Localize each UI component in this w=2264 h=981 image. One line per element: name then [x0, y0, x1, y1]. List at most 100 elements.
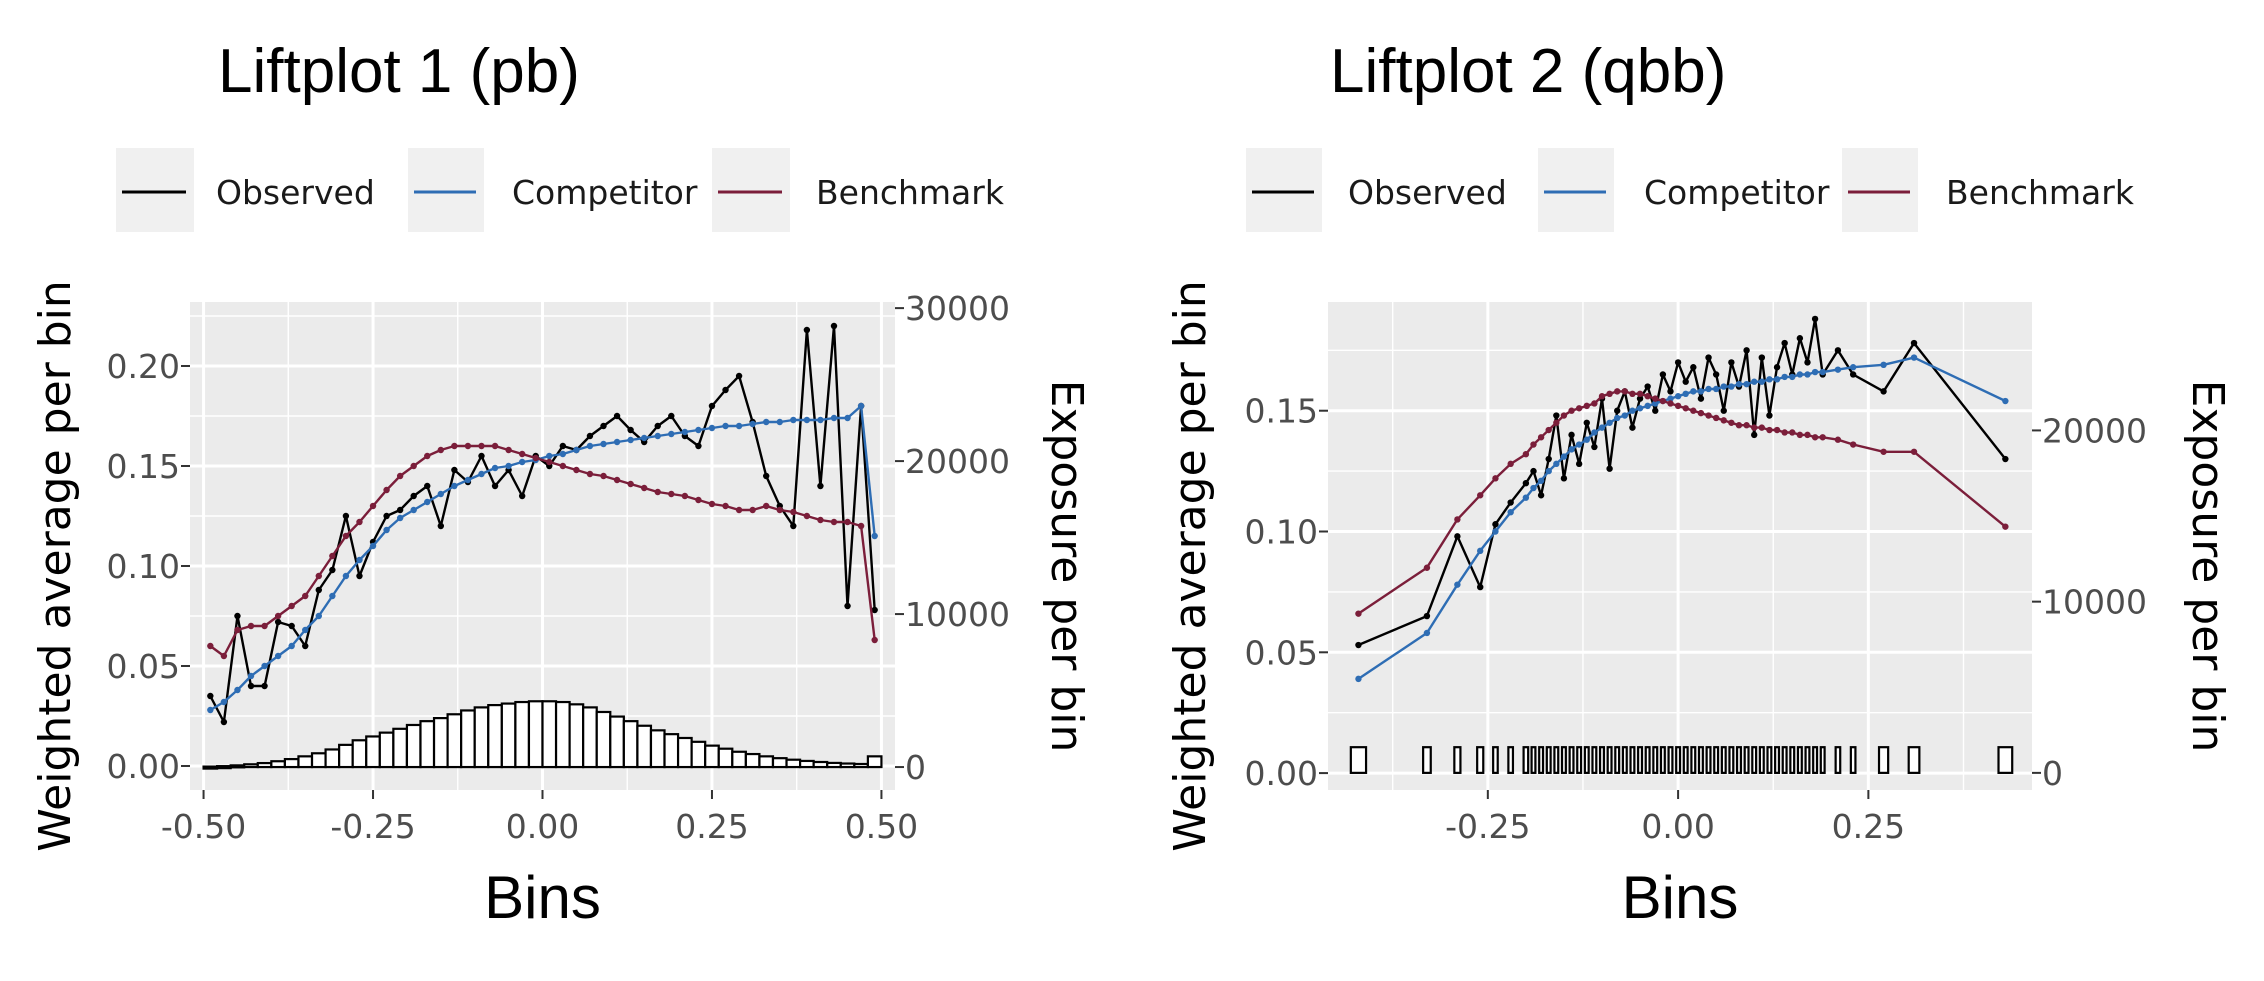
series-point-benchmark	[1811, 434, 1819, 441]
series-point-competitor	[1636, 405, 1644, 412]
x-axis-title: Bins	[1622, 864, 1739, 931]
series-point-competitor	[1606, 419, 1613, 426]
exposure-bar	[202, 765, 219, 770]
series-point-benchmark	[627, 480, 634, 488]
series-point-benchmark	[1652, 395, 1659, 402]
series-point-benchmark	[600, 472, 607, 480]
series-point-competitor	[1674, 393, 1682, 400]
exposure-bar	[798, 759, 815, 769]
series-point-competitor	[1712, 385, 1720, 393]
series-point-benchmark	[1743, 422, 1750, 429]
series-point-competitor	[1522, 494, 1530, 501]
exposure-bar	[554, 700, 571, 769]
series-point-competitor	[1804, 371, 1811, 378]
legend-label-competitor: Competitor	[512, 173, 698, 212]
exposure-bar	[731, 750, 747, 769]
series-point-competitor	[2002, 397, 2009, 405]
series-point-benchmark	[491, 442, 499, 450]
series-point-benchmark	[1682, 405, 1689, 412]
series-point-observed	[586, 432, 594, 440]
legend-key-bg-competitor	[408, 148, 484, 232]
series-point-competitor	[207, 706, 214, 714]
series-point-observed	[1766, 412, 1773, 419]
exposure-bar	[1751, 746, 1758, 774]
series-point-competitor	[369, 542, 377, 550]
series-point-observed	[871, 606, 878, 614]
series-point-benchmark	[1735, 422, 1743, 429]
series-point-benchmark	[1537, 434, 1545, 441]
x-axis: -0.50 -0.25 0.00 0.25 0.50	[161, 790, 918, 846]
y-tick-label: 0.15	[1245, 392, 1318, 431]
series-point-observed	[695, 442, 702, 450]
series-point-benchmark	[546, 458, 553, 466]
series-point-benchmark	[640, 484, 648, 492]
series-point-benchmark	[478, 442, 485, 450]
series-point-competitor	[600, 440, 607, 448]
legend-label-benchmark: Benchmark	[816, 173, 1005, 212]
exposure-bar	[1522, 746, 1530, 774]
series-point-benchmark	[1659, 397, 1667, 405]
series-point-benchmark	[586, 470, 594, 478]
series-point-observed	[315, 586, 322, 594]
chart-1: Liftplot 1 (pb) Observed Competitor Benchma…	[30, 37, 1092, 931]
series-point-observed	[1751, 431, 1758, 439]
exposure-bar	[676, 736, 693, 769]
y-tick-label: 0.15	[107, 447, 180, 486]
series-point-observed	[1614, 407, 1621, 414]
series-point-competitor	[1454, 581, 1461, 588]
series-point-observed	[220, 718, 228, 726]
series-point-observed	[844, 602, 851, 610]
series-point-competitor	[1773, 376, 1781, 383]
series-point-competitor	[1667, 395, 1674, 402]
y-tick-label: 0.00	[107, 747, 180, 786]
series-point-competitor	[871, 532, 878, 540]
exposure-bar	[1877, 746, 1890, 774]
exposure-bar	[1476, 746, 1485, 774]
exposure-bar	[487, 703, 503, 769]
exposure-bar	[229, 764, 246, 769]
series-point-benchmark	[763, 502, 770, 510]
exposure-bar	[839, 762, 856, 769]
series-point-benchmark	[559, 462, 567, 470]
series-point-benchmark	[1423, 564, 1431, 571]
y2-axis-title: Exposure per bin	[1041, 380, 1092, 753]
series-point-benchmark	[1705, 412, 1712, 419]
series-point-competitor	[586, 442, 594, 450]
series-point-competitor	[356, 556, 363, 564]
exposure-bar	[1644, 746, 1651, 774]
series-point-benchmark	[369, 502, 377, 510]
series-point-competitor	[1621, 412, 1629, 419]
legend-key-bg-benchmark	[1842, 148, 1918, 232]
y2-tick-label: 10000	[905, 595, 1010, 634]
series-point-competitor	[288, 642, 295, 650]
series-point-competitor	[1834, 366, 1842, 373]
series-point-observed	[1796, 335, 1804, 342]
series-point-observed	[288, 622, 295, 630]
exposure-bar	[1530, 746, 1537, 774]
exposure-bar	[1598, 746, 1605, 774]
series-point-competitor	[261, 662, 268, 670]
series-point-competitor	[1598, 424, 1606, 431]
exposure-bar	[1560, 746, 1567, 774]
series-point-observed	[1560, 475, 1568, 482]
series-point-benchmark	[1355, 610, 1362, 617]
series-point-competitor	[1507, 508, 1514, 516]
chart-title: Liftplot 1 (pb)	[218, 37, 580, 106]
series-point-competitor	[1811, 368, 1819, 376]
exposure-bar	[1349, 746, 1368, 774]
y2-tick-label: 30000	[905, 289, 1010, 328]
x-tick-label: 0.25	[675, 807, 748, 846]
series-point-observed	[1423, 612, 1431, 620]
series-point-observed	[817, 482, 824, 490]
series-point-observed	[1910, 339, 1918, 347]
series-point-benchmark	[1545, 426, 1552, 434]
exposure-bar	[527, 700, 544, 769]
series-point-benchmark	[749, 506, 756, 514]
exposure-bar	[1789, 746, 1796, 774]
exposure-bar	[1583, 746, 1590, 774]
y-axis-title: Weighted average per bin	[30, 280, 81, 852]
series-point-competitor	[627, 436, 634, 444]
exposure-bar	[1507, 746, 1515, 774]
series-point-competitor	[640, 434, 648, 442]
